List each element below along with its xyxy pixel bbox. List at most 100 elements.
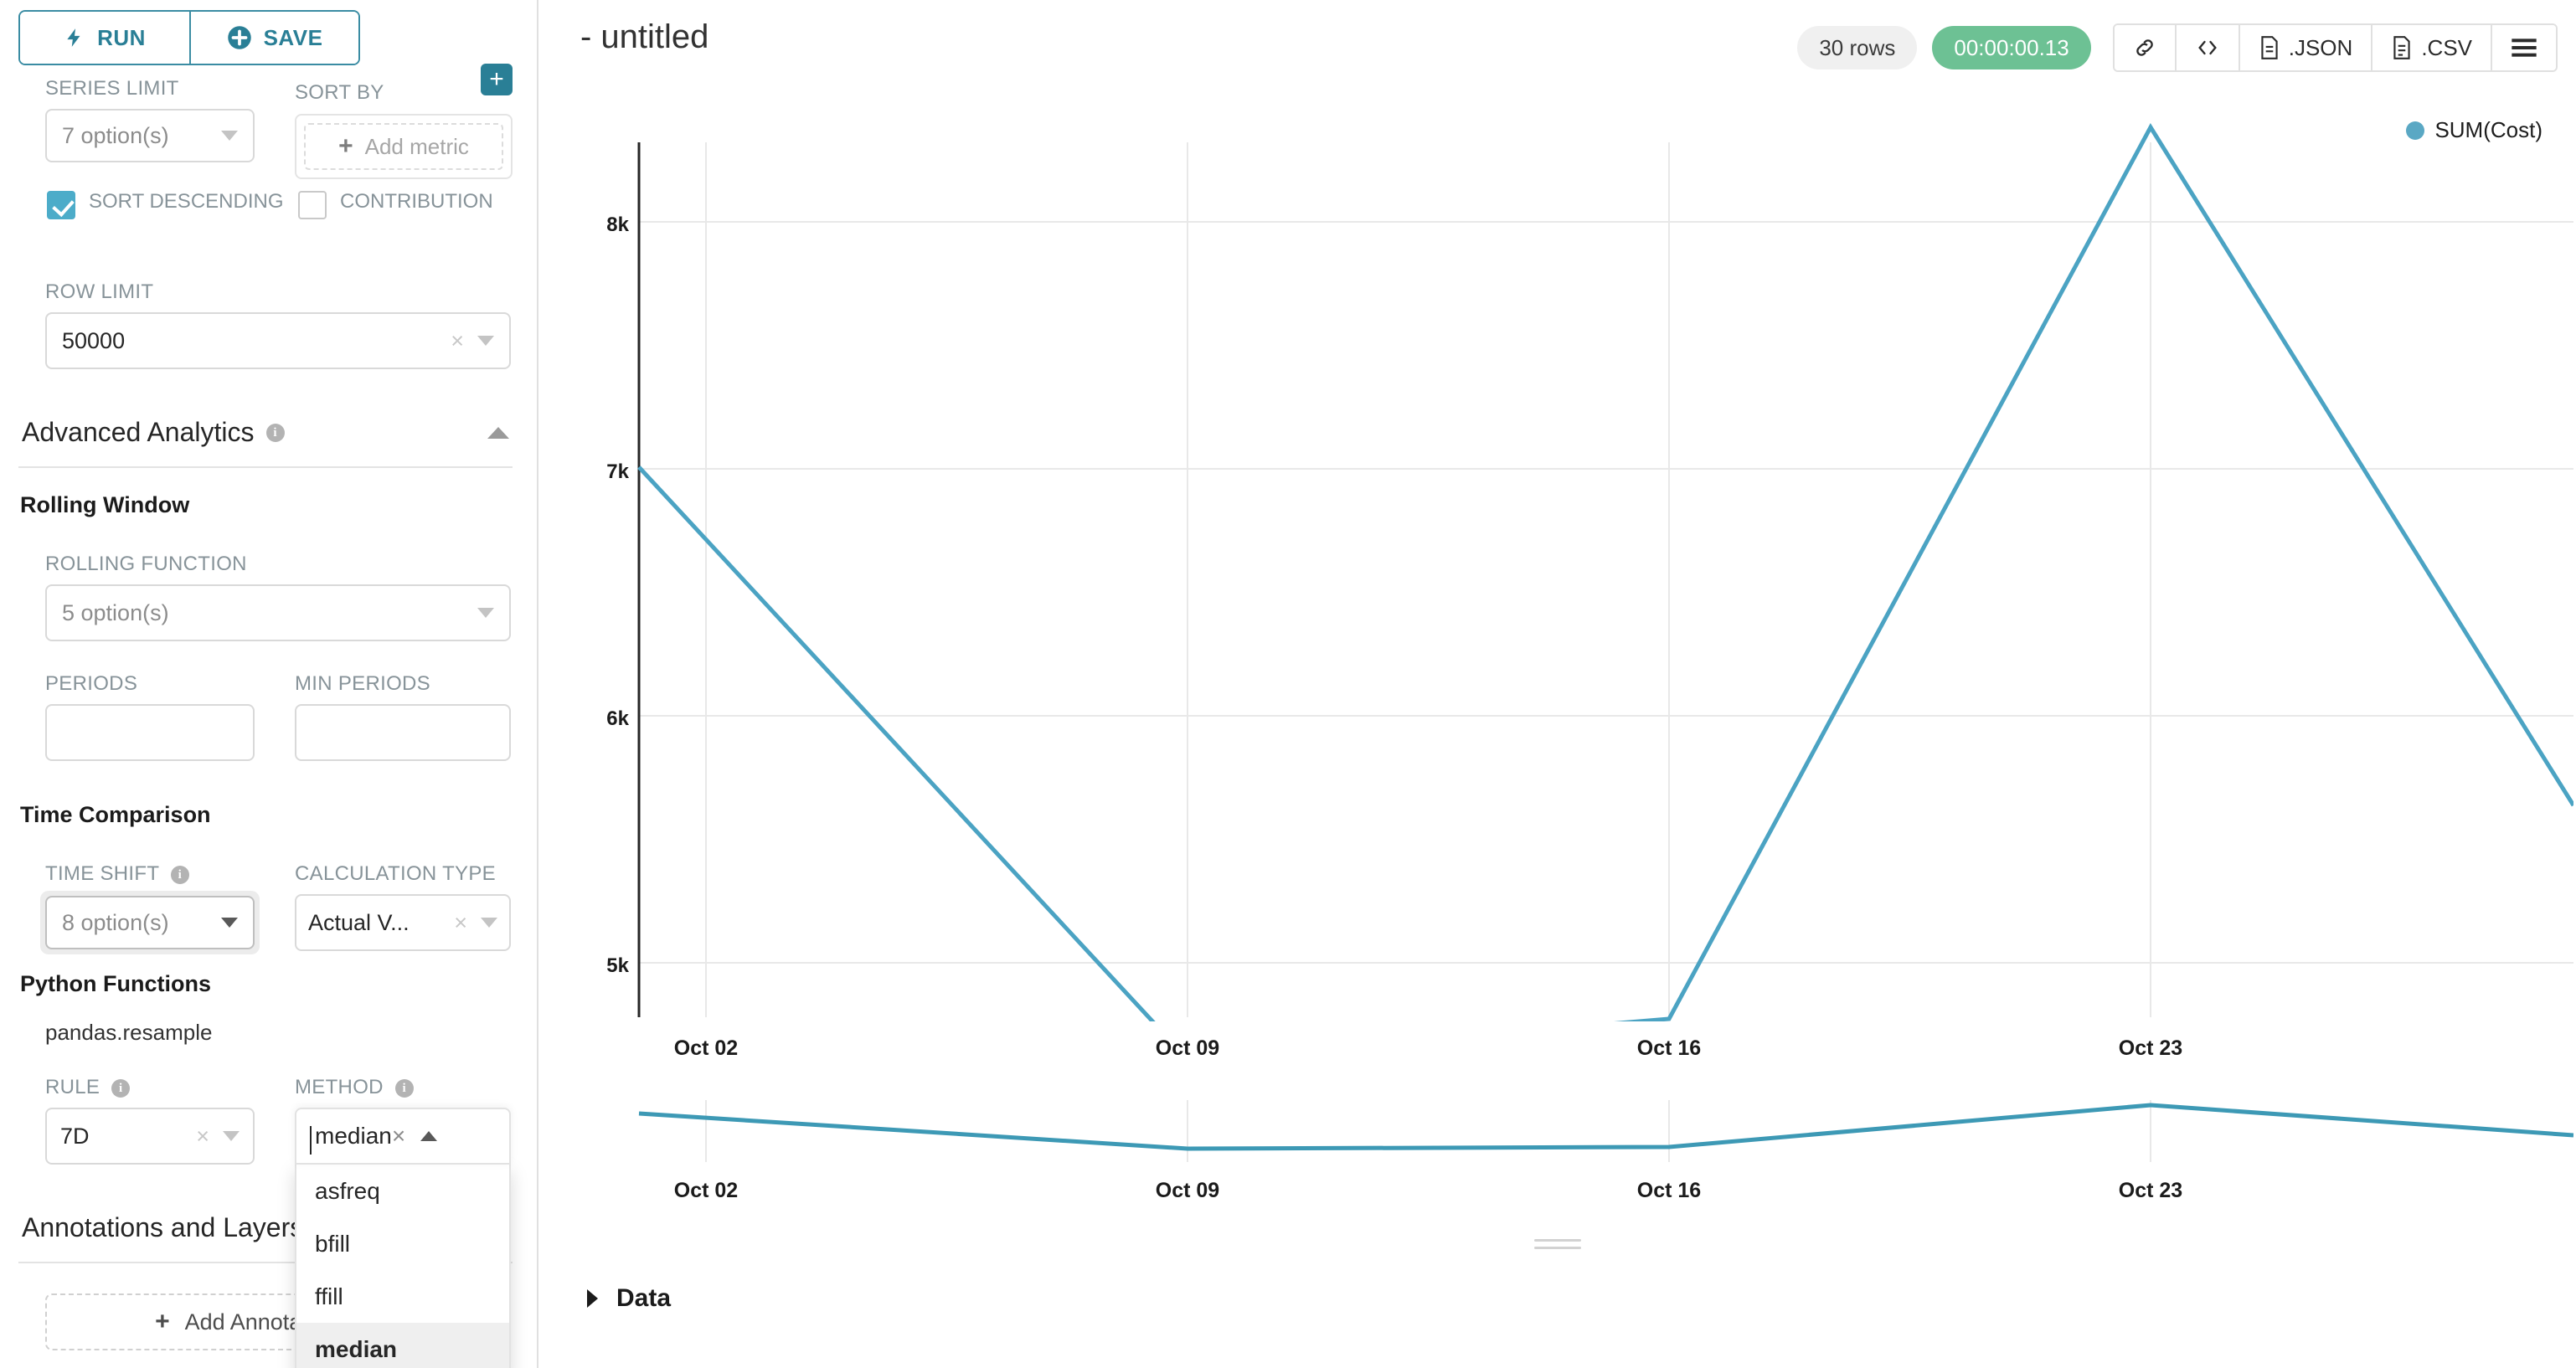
plus-icon: + xyxy=(155,1308,170,1335)
sort-by-label: SORT BY xyxy=(295,81,384,104)
chevron-down-icon xyxy=(477,336,494,346)
line-chart[interactable]: 8k 7k 6k 5k Oct 02 Oct 09 Oct 16 Oct 23 xyxy=(538,92,2576,1097)
page-title[interactable]: - untitled xyxy=(580,18,709,55)
rule-select[interactable]: 7D × xyxy=(45,1108,255,1165)
advanced-analytics-section: Advanced Analytics i xyxy=(18,417,513,468)
add-metric-label: Add metric xyxy=(364,133,469,159)
method-select[interactable]: median × xyxy=(295,1108,511,1165)
chart-legend[interactable]: SUM(Cost) xyxy=(2406,117,2543,143)
rolling-function-select[interactable]: 5 option(s) xyxy=(45,584,511,641)
periods-label: PERIODS xyxy=(45,672,138,695)
share-link-button[interactable] xyxy=(2114,25,2175,70)
python-functions-title: Python Functions xyxy=(20,971,211,996)
file-icon xyxy=(2391,35,2413,60)
download-json-button[interactable]: .JSON xyxy=(2238,25,2372,70)
chevron-down-icon xyxy=(477,608,494,618)
series-limit-value: 7 option(s) xyxy=(62,122,169,148)
divider xyxy=(18,466,513,468)
method-control: METHOD i median × asfreq bfill ffill med… xyxy=(295,1076,511,1368)
contribution-checkbox-row[interactable]: CONTRIBUTION xyxy=(298,189,493,219)
method-option-ffill[interactable]: ffill xyxy=(315,1283,343,1309)
header-actions: 30 rows 00:00:00.13 xyxy=(1797,23,2558,72)
rolling-function-control: ROLLING FUNCTION 5 option(s) xyxy=(45,553,511,641)
method-options-dropdown[interactable]: asfreq bfill ffill median xyxy=(295,1165,511,1368)
info-icon[interactable]: i xyxy=(111,1078,131,1098)
contribution-checkbox[interactable] xyxy=(298,191,327,219)
save-button-label: SAVE xyxy=(263,24,323,50)
info-icon[interactable]: i xyxy=(265,423,285,442)
hamburger-icon xyxy=(2511,37,2537,59)
series-limit-select[interactable]: 7 option(s) xyxy=(45,109,255,162)
clear-icon[interactable]: × xyxy=(451,327,464,353)
time-shift-select[interactable]: 8 option(s) xyxy=(45,896,255,949)
run-button-label: RUN xyxy=(97,24,146,50)
panel-resize-handle[interactable] xyxy=(1533,1234,1581,1254)
method-option-bfill[interactable]: bfill xyxy=(315,1230,351,1257)
periods-input[interactable] xyxy=(45,704,255,761)
chevron-down-icon xyxy=(481,918,497,928)
rolling-function-value: 5 option(s) xyxy=(62,599,169,625)
overview-brush-chart[interactable]: Oct 02 Oct 09 Oct 16 Oct 23 xyxy=(538,1097,2576,1206)
y-tick-5k: 5k xyxy=(606,954,629,977)
overview-x-tick-oct-16: Oct 16 xyxy=(1636,1179,1702,1202)
chevron-down-icon xyxy=(223,1131,240,1141)
more-menu-button[interactable] xyxy=(2491,25,2556,70)
save-button[interactable]: SAVE xyxy=(189,12,358,64)
overview-gridlines xyxy=(705,1100,2151,1162)
advanced-analytics-header[interactable]: Advanced Analytics i xyxy=(22,417,285,448)
clear-icon[interactable]: × xyxy=(196,1123,209,1149)
row-limit-select[interactable]: 50000 × xyxy=(45,312,511,369)
line-chart-svg xyxy=(637,123,2573,1021)
rule-label-text: RULE xyxy=(45,1076,100,1098)
clear-icon[interactable]: × xyxy=(391,1123,406,1149)
annotations-title: Annotations and Layers xyxy=(22,1212,304,1242)
method-option-asfreq[interactable]: asfreq xyxy=(315,1177,380,1204)
run-button[interactable]: RUN xyxy=(20,12,189,64)
query-time-badge: 00:00:00.13 xyxy=(1932,26,2091,69)
chevron-up-icon[interactable] xyxy=(420,1131,438,1141)
gridlines-horizontal xyxy=(639,221,2573,964)
calculation-type-select[interactable]: Actual V... × xyxy=(295,894,511,951)
data-panel-toggle[interactable]: Data xyxy=(587,1284,671,1313)
download-json-label: .JSON xyxy=(2288,34,2353,60)
lightning-icon xyxy=(64,24,85,51)
min-periods-input[interactable] xyxy=(295,704,511,761)
sort-descending-checkbox-row[interactable]: SORT DESCENDING xyxy=(47,189,284,219)
code-icon xyxy=(2195,36,2220,59)
download-csv-button[interactable]: .CSV xyxy=(2371,25,2491,70)
rule-control: RULE i 7D × xyxy=(45,1076,255,1165)
pandas-resample-label: pandas.resample xyxy=(45,1020,213,1045)
embed-code-button[interactable] xyxy=(2174,25,2239,70)
min-periods-label: MIN PERIODS xyxy=(295,672,430,695)
sort-by-add-button[interactable]: + xyxy=(481,64,513,95)
row-limit-control: ROW LIMIT 50000 × xyxy=(45,280,511,369)
file-icon xyxy=(2259,35,2280,60)
add-metric-button[interactable]: + Add metric xyxy=(304,123,503,170)
x-tick-oct-02: Oct 02 xyxy=(673,1036,739,1060)
series-limit-label: SERIES LIMIT xyxy=(45,77,179,100)
plus-icon: + xyxy=(338,132,353,160)
sort-descending-label: SORT DESCENDING xyxy=(89,190,284,213)
annotations-section: Annotations and Layers xyxy=(18,1212,513,1263)
chevron-up-icon[interactable] xyxy=(487,426,509,439)
time-comparison-title: Time Comparison xyxy=(20,802,211,827)
time-shift-value: 8 option(s) xyxy=(62,909,169,935)
sort-by-dropzone: + Add metric xyxy=(295,114,513,179)
sort-by-control: SORT BY + + Add metric xyxy=(295,64,513,179)
sort-descending-checkbox[interactable] xyxy=(47,191,75,219)
info-icon[interactable]: i xyxy=(394,1078,414,1098)
overview-x-tick-oct-23: Oct 23 xyxy=(2118,1179,2183,1202)
clear-icon[interactable]: × xyxy=(454,909,467,935)
info-icon[interactable]: i xyxy=(170,865,189,884)
chevron-right-icon xyxy=(587,1289,598,1308)
calculation-type-label: CALCULATION TYPE xyxy=(295,862,496,885)
x-tick-oct-23: Oct 23 xyxy=(2118,1036,2183,1060)
run-save-button-group: RUN SAVE xyxy=(18,10,360,65)
contribution-label: CONTRIBUTION xyxy=(340,190,493,213)
chevron-down-icon xyxy=(221,131,238,141)
method-option-median[interactable]: median xyxy=(296,1323,509,1368)
chart-header: - untitled 30 rows 00:00:00.13 xyxy=(538,0,2576,94)
method-value: median xyxy=(310,1123,392,1155)
row-count-badge: 30 rows xyxy=(1797,26,1918,69)
